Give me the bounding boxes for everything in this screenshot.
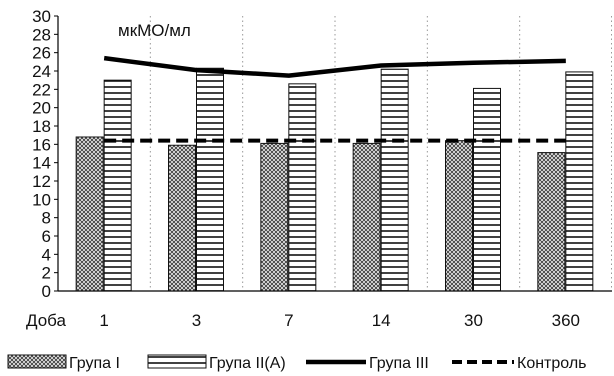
legend-label: Група III	[369, 355, 429, 372]
bar-group-2a	[380, 68, 409, 292]
bar-group-2a	[288, 83, 317, 292]
y-tick-label: 2	[42, 264, 51, 283]
bar-group-1	[352, 142, 381, 292]
x-tick-label: 360	[552, 311, 580, 330]
y-tick-label: 10	[32, 190, 51, 209]
y-tick-label: 18	[32, 117, 51, 136]
y-tick-label: 22	[32, 80, 51, 99]
y-tick-label: 12	[32, 172, 51, 191]
series-lines	[103, 55, 566, 143]
y-tick-label: 24	[32, 62, 51, 81]
bar-group-2a	[103, 79, 132, 292]
bar-group-1	[445, 140, 473, 292]
legend-label: Група I	[69, 355, 120, 372]
bar-group-1	[168, 144, 196, 292]
bar-group-2a	[565, 71, 594, 292]
unit-label: мкМО/мл	[118, 21, 191, 40]
y-tick-label: 16	[32, 135, 51, 154]
legend-label: Група II(A)	[209, 355, 286, 372]
y-tick-label: 0	[42, 282, 51, 301]
legend-label: Контроль	[517, 355, 587, 372]
y-tick-label: 4	[42, 245, 51, 264]
x-tick-label: 1	[99, 311, 108, 330]
bars	[75, 67, 594, 292]
y-tick-label: 28	[32, 25, 51, 44]
bar-group-1	[537, 152, 566, 292]
legend-swatch	[7, 354, 67, 369]
bar-group-2a	[196, 67, 224, 292]
legend: Група I Група II(A) Група III Контроль	[7, 354, 587, 372]
y-tick-label: 14	[32, 154, 51, 173]
y-tick-label: 8	[42, 209, 51, 228]
bar-group-1	[260, 142, 289, 292]
x-tick-label: 30	[464, 311, 483, 330]
x-tick-label: 7	[284, 311, 293, 330]
y-tick-label: 6	[42, 227, 51, 246]
series-line-group-3	[103, 55, 566, 78]
legend-swatch	[147, 354, 207, 369]
x-axis-label: Доба	[26, 311, 67, 330]
y-tick-label: 30	[32, 7, 51, 26]
y-tick-label: 20	[32, 99, 51, 118]
bar-group-1	[75, 136, 104, 292]
bar-group-2a	[473, 87, 501, 292]
y-tick-label: 26	[32, 44, 51, 63]
x-tick-label: 3	[192, 311, 201, 330]
x-tick-label: 14	[372, 311, 391, 330]
